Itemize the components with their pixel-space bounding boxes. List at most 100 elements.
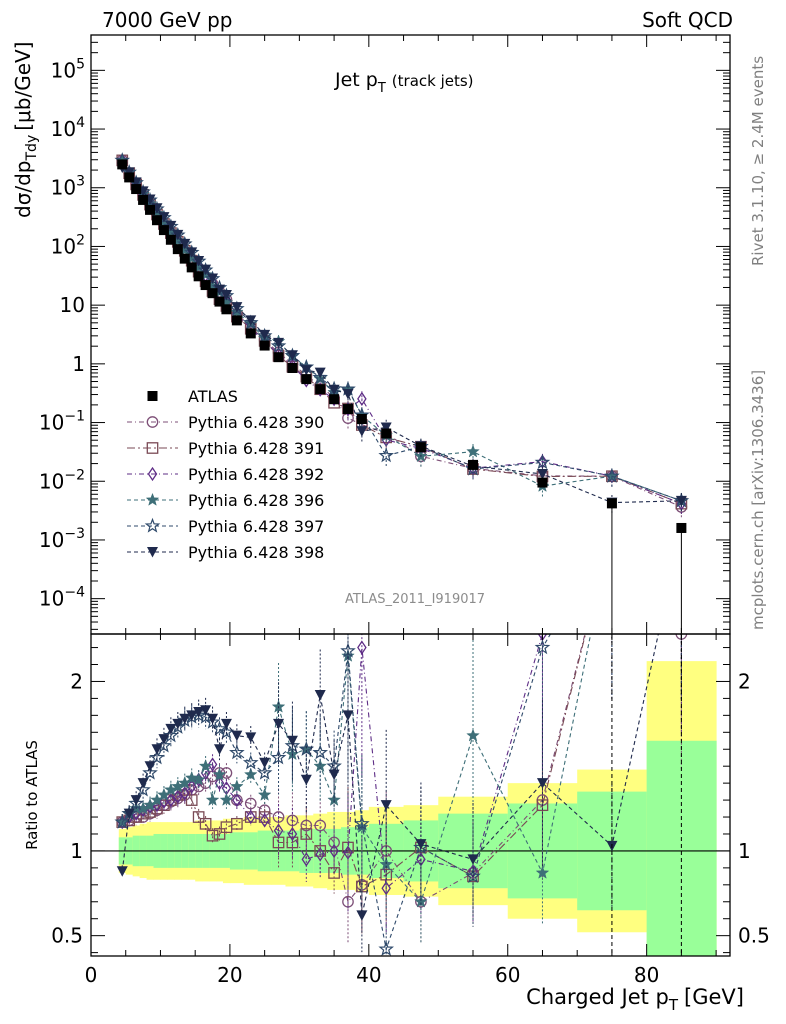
main-series-5 (114, 152, 690, 512)
legend-label: Pythia 6.428 396 (188, 491, 324, 510)
main-point (231, 302, 243, 313)
ratio-point (165, 723, 177, 735)
ratio-point (259, 813, 270, 828)
atlas-point (381, 428, 392, 439)
plot-title: Jet pT (track jets) (334, 69, 474, 96)
y-tick-label: 1 (72, 352, 85, 376)
y-tick-mantissa: 10 (51, 117, 76, 141)
legend-label: ATLAS (188, 387, 238, 406)
legend-label: Pythia 6.428 390 (188, 413, 324, 432)
atlas-point (207, 288, 218, 299)
y-axis-title-sub: Tdy (24, 135, 40, 162)
ratio-point (315, 847, 325, 862)
y-tick-mantissa: 10 (60, 293, 85, 317)
y-tick-exponent: −2 (64, 467, 85, 483)
y-tick-mantissa: 10 (39, 587, 64, 611)
ratio-point (270, 749, 287, 765)
ratio-point (123, 808, 135, 820)
ratio-point (144, 761, 156, 772)
ratio-point (312, 744, 329, 760)
ratio-point (380, 800, 392, 811)
main-point (356, 426, 368, 437)
y-tick-mantissa: 10 (51, 58, 76, 82)
ratio-point (356, 910, 368, 921)
ratio-point (158, 734, 170, 745)
ratio-point (256, 764, 273, 780)
atlas-point (301, 374, 312, 385)
x-axis-title-main: Charged Jet p (526, 985, 669, 1009)
legend-label: Pythia 6.428 391 (188, 439, 324, 458)
plot-title-note: (track jets) (392, 72, 474, 90)
beam-label: 7000 GeV pp (102, 8, 233, 32)
main-series-3 (117, 153, 687, 515)
ratio-point (536, 799, 549, 812)
atlas-point (287, 362, 298, 373)
ratio-axis-title: Ratio to ATLAS (23, 740, 41, 850)
atlas-point (158, 225, 169, 236)
analysis-id: ATLAS_2011_I919017 (345, 592, 485, 607)
legend-marker (147, 391, 158, 401)
ratio-series (114, 634, 688, 956)
ratio-point (343, 845, 353, 860)
y-tick-label: 105 (51, 56, 85, 82)
ratio-point (257, 787, 272, 801)
x-tick-label: 40 (356, 963, 381, 987)
ratio-point (214, 775, 225, 791)
ratio-point (193, 706, 205, 718)
ratio-point (213, 828, 226, 840)
y-tick-mantissa: 10 (39, 469, 64, 493)
ratio-line (121, 634, 544, 890)
main-point (158, 212, 170, 223)
main-point (186, 247, 198, 258)
ratio-point (354, 815, 370, 831)
main-point (675, 495, 687, 507)
ratio-point (186, 710, 198, 721)
ratio-point (204, 713, 221, 729)
ratio-point (301, 852, 312, 867)
ratio-tick-label: 0.5 (51, 924, 83, 948)
ratio-point (137, 778, 149, 789)
main-point (259, 329, 271, 341)
ratio-point (116, 866, 128, 877)
ratio-point (191, 772, 206, 786)
x-tick-label: 20 (217, 963, 242, 987)
ratio-point (207, 713, 219, 725)
ratio-point (219, 792, 234, 806)
ratio-point (218, 724, 235, 739)
ratio-point (128, 795, 144, 811)
legend-item-2: Pythia 6.428 391 (127, 439, 324, 458)
main-point (172, 229, 184, 241)
ratio-point (467, 854, 479, 865)
atlas-point (193, 271, 204, 282)
legend-label: Pythia 6.428 397 (188, 517, 324, 536)
ratio-point (212, 767, 227, 781)
ratio-point (198, 758, 213, 773)
y-tick-exponent: 2 (76, 232, 85, 248)
atlas-point (165, 234, 176, 245)
y-axis-title-main: dσ/dp (11, 161, 35, 219)
main-series (114, 152, 690, 634)
y-tick-label: 10 (60, 293, 85, 317)
y-tick-label: 10−2 (39, 467, 85, 493)
y-tick-exponent: 3 (76, 174, 85, 190)
atlas-point (200, 280, 211, 291)
ratio-point (284, 737, 301, 753)
y-tick-mantissa: 10 (39, 528, 64, 552)
main-point (213, 284, 225, 296)
atlas-point (606, 498, 617, 509)
atlas-point (356, 413, 367, 424)
ratio-point (130, 795, 142, 806)
ratio-point (466, 728, 480, 742)
main-point (342, 389, 354, 400)
ratio-point (300, 828, 313, 840)
atlas-point (221, 304, 232, 315)
ratio-point (232, 792, 242, 808)
ratio-series-6 (116, 634, 682, 953)
ratio-plot-frame (90, 633, 731, 957)
main-point (245, 315, 257, 326)
atlas-point (676, 522, 687, 533)
legend-item-5: Pythia 6.428 397 (127, 517, 324, 536)
main-point (314, 367, 326, 379)
ratio-point (314, 690, 326, 701)
ratio-point (135, 781, 151, 797)
